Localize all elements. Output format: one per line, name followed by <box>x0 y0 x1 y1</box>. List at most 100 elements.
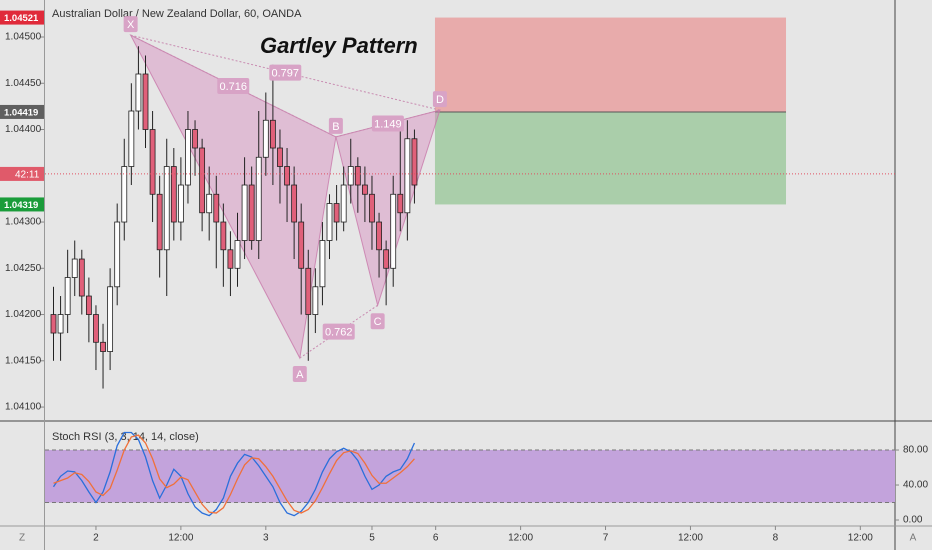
point-label: C <box>374 316 382 328</box>
candle-body <box>149 129 156 195</box>
y-tick-label: 80.00 <box>903 445 928 456</box>
candle-body <box>135 73 142 112</box>
ratio-label: 0.762 <box>325 327 353 339</box>
candle-body <box>383 249 390 269</box>
candle-body <box>390 193 397 269</box>
candle-body <box>298 221 305 269</box>
point-label: B <box>332 121 339 133</box>
candle-body <box>78 258 85 297</box>
candle-body <box>284 166 290 186</box>
candle-body <box>220 221 227 251</box>
ratio-label: 1.149 <box>374 118 402 130</box>
point-label: D <box>436 94 444 106</box>
x-tick-label: 5 <box>369 533 375 544</box>
ratio-badge <box>322 323 355 340</box>
y-tick-label: 0.00 <box>903 515 923 526</box>
candle-body <box>305 267 312 315</box>
point-label: A <box>296 369 304 381</box>
candle-body <box>362 184 368 195</box>
candle-body <box>170 166 177 223</box>
price-badge-label: 1.04419 <box>4 107 38 118</box>
ratio-line <box>130 34 441 111</box>
candle-body <box>114 221 121 288</box>
price-badge <box>0 197 44 212</box>
x-tick-label: 12:00 <box>168 533 193 544</box>
candle-body <box>50 314 57 334</box>
ratio-badge <box>371 115 404 132</box>
point-badge <box>328 117 343 134</box>
candle-body <box>347 166 354 186</box>
candle-body <box>93 314 99 343</box>
band <box>45 450 895 503</box>
candle-body <box>262 119 269 158</box>
x-tick-label: 12:00 <box>848 533 873 544</box>
candle-body <box>241 184 248 241</box>
x-tick-label: 3 <box>263 533 269 544</box>
candle-body <box>411 138 418 186</box>
y-tick-label: 1.04100 <box>5 402 42 413</box>
price-badge <box>0 10 44 25</box>
y-tick-label: 1.04250 <box>5 263 42 274</box>
candle-body <box>326 203 333 241</box>
candle-body <box>64 277 71 315</box>
candle-body <box>192 129 198 149</box>
price-badge-label: 1.04319 <box>4 200 38 211</box>
ratio-label: 0.716 <box>219 81 247 93</box>
candle-body <box>255 156 262 241</box>
series-line <box>53 434 415 514</box>
candle-body <box>57 314 64 334</box>
indicator-title: Stoch RSI (3, 3, 14, 14, close) <box>52 431 199 443</box>
candle-body <box>234 240 241 269</box>
series-line <box>52 431 416 517</box>
price-badge <box>0 104 44 119</box>
candle-body <box>369 193 375 223</box>
price-badge-label: 1.04521 <box>4 13 39 24</box>
y-tick-label: 1.04150 <box>5 355 42 366</box>
candle-body <box>376 221 382 251</box>
axis-button: Z <box>19 533 25 544</box>
candle-body <box>397 193 404 214</box>
candle-body <box>85 295 92 315</box>
point-badge <box>123 16 138 33</box>
x-tick-label: 7 <box>603 533 609 544</box>
candle-body <box>333 203 340 223</box>
stop-zone <box>434 17 787 112</box>
y-tick-label: 1.04450 <box>5 78 42 89</box>
axis-button: A <box>910 533 917 544</box>
countdown-badge <box>0 166 44 181</box>
candle-body <box>206 193 213 214</box>
candle-body <box>277 147 283 167</box>
candle-body <box>71 258 78 278</box>
target-zone <box>434 111 787 205</box>
y-tick-label: 1.04300 <box>5 217 42 228</box>
candle-body <box>121 166 128 223</box>
point-badge <box>292 366 307 383</box>
y-tick-label: 1.04200 <box>5 309 42 320</box>
candle-body <box>142 73 149 130</box>
x-tick-label: 2 <box>93 533 99 544</box>
candle-body <box>312 286 319 315</box>
candle-body <box>156 193 163 251</box>
candle-body <box>354 166 361 186</box>
candle-body <box>340 184 347 223</box>
countdown-label: 42:11 <box>15 170 40 181</box>
candle-body <box>163 166 170 251</box>
candle-body <box>269 119 276 149</box>
candle-body <box>177 184 184 223</box>
candle-body <box>185 129 191 186</box>
ratio-badge <box>269 64 302 81</box>
ratio-badge <box>217 78 250 95</box>
candle-body <box>248 184 255 241</box>
candle-body <box>227 249 234 269</box>
x-tick-label: 12:00 <box>678 533 703 544</box>
point-badge <box>432 91 447 108</box>
candle-body <box>291 184 298 223</box>
point-badge <box>370 313 385 330</box>
point-label: X <box>127 19 135 31</box>
candle-body <box>404 138 411 214</box>
candle-body <box>319 240 326 288</box>
chart-header: Australian Dollar / New Zealand Dollar, … <box>52 8 302 20</box>
candle-body <box>128 110 135 167</box>
ratio-label: 0.797 <box>272 68 300 80</box>
